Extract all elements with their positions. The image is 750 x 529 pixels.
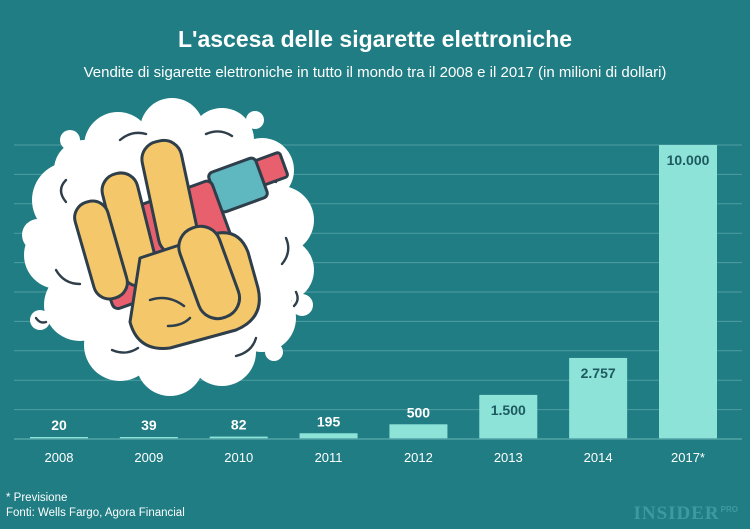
x-tick-label: 2008 [45, 450, 74, 465]
forecast-note: * Previsione [6, 492, 68, 504]
value-labels: 20 39 82 195 500 1.500 2.757 10.000 [51, 152, 709, 433]
bar-2008 [30, 437, 88, 439]
chart-subtitle: Vendite di sigarette elettroniche in tut… [83, 64, 667, 81]
bar-2009 [119, 437, 178, 439]
bars [30, 145, 717, 439]
value-label: 10.000 [667, 152, 710, 168]
bar-2011 [299, 433, 358, 439]
value-label: 1.500 [491, 402, 526, 418]
chart-title: L'ascesa delle sigarette elettroniche [177, 26, 573, 52]
value-label: 20 [51, 417, 67, 433]
value-label: 195 [317, 413, 341, 429]
hand-holding-vape-icon [22, 98, 314, 396]
bar-2014 [569, 357, 628, 439]
brand-name: INSIDER [633, 503, 720, 524]
x-tick-label: 2009 [134, 450, 163, 465]
value-label: 39 [141, 417, 157, 433]
value-label: 2.757 [581, 365, 616, 381]
bar-2010 [209, 436, 268, 439]
value-label: 82 [231, 417, 247, 433]
x-tick-label: 2011 [315, 450, 343, 465]
x-tick-label: 2017* [671, 450, 705, 465]
footnotes: * Previsione Fonti: Wells Fargo, Agora F… [6, 491, 185, 521]
x-tick-label: 2012 [404, 450, 433, 465]
insider-pro-logo: INSIDERPRO [633, 503, 738, 525]
x-axis-labels: 2008 2009 2010 2011 2012 2013 2014 2017* [45, 450, 705, 465]
value-label: 500 [407, 404, 431, 420]
brand-suffix: PRO [720, 504, 738, 514]
x-tick-label: 2014 [584, 450, 613, 465]
sources-note: Fonti: Wells Fargo, Agora Financial [6, 507, 185, 519]
bar-2013 [479, 394, 538, 439]
x-tick-label: 2010 [224, 450, 253, 465]
bar-2012 [389, 424, 448, 439]
bar-2017 [659, 145, 717, 439]
x-tick-label: 2013 [494, 450, 523, 465]
